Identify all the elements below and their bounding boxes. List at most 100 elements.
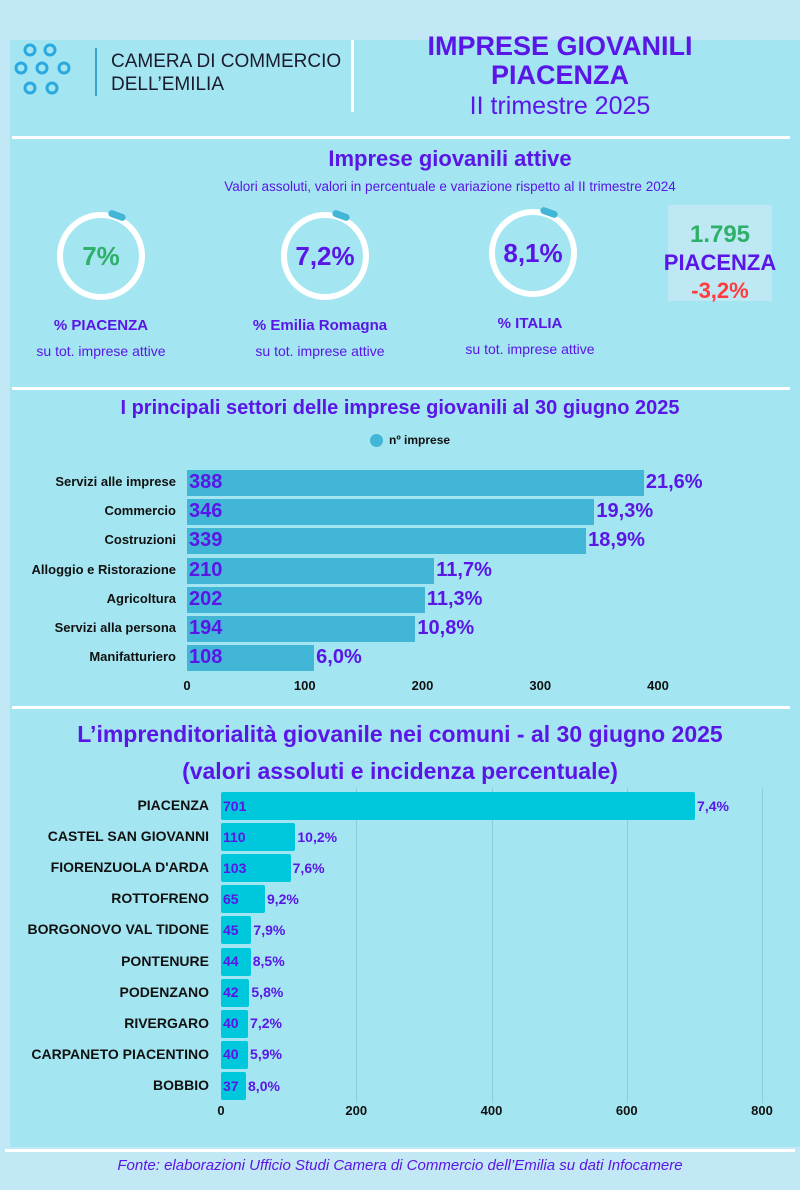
category-label: PIACENZA [137, 797, 209, 813]
logo-icon [14, 43, 71, 95]
chart1-title: I principali settori delle imprese giova… [120, 397, 680, 419]
percent-label: 19,3% [596, 500, 654, 523]
percent-label: 11,3% [426, 587, 483, 610]
category-label: FIORENZUOLA D'ARDA [50, 859, 209, 876]
category-label: Costruzioni [104, 532, 177, 548]
percent-label: 6,0% [316, 646, 362, 669]
divider [12, 706, 790, 709]
category-label: BOBBIO [153, 1076, 209, 1093]
bar [221, 978, 250, 1007]
percent-label: 7,2% [250, 1015, 282, 1032]
divider [5, 1149, 795, 1152]
ring-sublabel: su tot. imprese attive [255, 343, 385, 359]
title-line2: PIACENZA [490, 60, 629, 90]
x-tick-label: 100 [293, 678, 316, 693]
value-label: 194 [189, 617, 223, 639]
x-tick-label: 0 [183, 678, 191, 693]
bar [187, 586, 425, 613]
ring-value: 7% [82, 240, 120, 271]
category-label: ROTTOFRENO [111, 890, 209, 907]
value-label: 103 [223, 859, 247, 876]
category-label: RIVERGARO [124, 1014, 209, 1031]
ring-sublabel: su tot. imprese attive [465, 341, 595, 357]
value-label: 65 [223, 890, 239, 907]
gridline [491, 788, 493, 1103]
value-label: 388 [189, 471, 223, 493]
ring-label: % PIACENZA [53, 317, 149, 334]
ring-label: % ITALIA [497, 315, 563, 332]
value-label: 210 [189, 558, 223, 581]
x-tick-label: 300 [529, 678, 552, 693]
category-label: PONTENURE [121, 952, 209, 969]
value-label: 40 [223, 1046, 239, 1063]
bar [221, 823, 296, 852]
percent-label: 7,4% [697, 797, 729, 814]
bar [221, 854, 291, 883]
total-place: PIACENZA [663, 250, 777, 275]
percent-label: 21,6% [645, 471, 703, 493]
value-label: 45 [223, 922, 239, 938]
bar [221, 885, 265, 914]
percent-label: 9,2% [266, 890, 299, 907]
bar [187, 557, 435, 584]
kpi-subtitle: Valori assoluti, valori in percentuale e… [224, 179, 676, 194]
ring-gauge: 7% [57, 209, 145, 300]
ring-label: % Emilia Romagna [252, 317, 388, 334]
org-line2: DELL’EMILIA [111, 74, 224, 95]
category-label: Agricoltura [106, 590, 176, 606]
legend-label: nº imprese [389, 433, 451, 447]
org-line1: CAMERA DI COMMERCIO [111, 51, 342, 72]
percent-label: 8,0% [248, 1077, 280, 1094]
header-divider [351, 40, 354, 112]
x-tick-label: 400 [480, 1103, 503, 1118]
value-label: 37 [223, 1077, 239, 1094]
percent-label: 10,8% [417, 617, 475, 639]
ring-value: 7,2% [295, 240, 355, 271]
header-title: IMPRESE GIOVANILI PIACENZA II trimestre … [360, 32, 760, 122]
bar [221, 916, 252, 945]
category-label: Manifatturiero [89, 649, 176, 665]
bar [221, 947, 251, 976]
value-label: 202 [189, 587, 223, 610]
value-label: 346 [189, 500, 223, 523]
logo-divider [95, 48, 97, 96]
total-box: 1.795 PIACENZA -3,2% [664, 205, 776, 303]
x-tick-label: 600 [615, 1103, 638, 1118]
divider [12, 136, 790, 139]
bar [221, 1009, 249, 1038]
value-label: 701 [223, 797, 247, 814]
chart1-legend: nº imprese [370, 433, 450, 447]
value-label: 42 [223, 984, 239, 1001]
category-label: Alloggio e Ristorazione [31, 561, 176, 577]
category-label: BORGONOVO VAL TIDONE [27, 921, 210, 938]
bar [187, 470, 644, 496]
ring-gauge: 7,2% [281, 209, 369, 300]
chart2-title: L’imprenditorialità giovanile nei comuni… [77, 721, 723, 747]
bar [221, 1071, 247, 1100]
ring-gauge: 8,1% [489, 206, 577, 297]
gridline [762, 788, 763, 1103]
percent-label: 5,8% [251, 984, 284, 1001]
bar [221, 792, 696, 820]
value-label: 108 [189, 646, 223, 669]
total-count: 1.795 [689, 221, 751, 248]
x-tick-label: 200 [411, 678, 434, 693]
category-label: Commercio [104, 503, 176, 519]
divider [12, 387, 790, 390]
value-label: 40 [223, 1015, 239, 1032]
org-name: CAMERA DI COMMERCIO DELL’EMILIA [111, 50, 341, 96]
period: II trimestre 2025 [469, 92, 651, 120]
value-label: 339 [189, 529, 223, 552]
x-tick-label: 200 [345, 1103, 368, 1118]
x-tick-label: 400 [647, 678, 669, 693]
percent-label: 18,9% [588, 529, 645, 552]
percent-label: 7,6% [292, 859, 325, 876]
title-line1: IMPRESE GIOVANILI [427, 31, 693, 61]
percent-label: 5,9% [250, 1046, 282, 1063]
percent-label: 11,7% [436, 558, 492, 581]
category-label: Servizi alle imprese [55, 474, 176, 489]
bar [221, 1040, 249, 1069]
legend-swatch [370, 433, 383, 447]
category-label: CARPANETO PIACENTINO [31, 1045, 209, 1062]
value-label: 110 [223, 828, 246, 845]
